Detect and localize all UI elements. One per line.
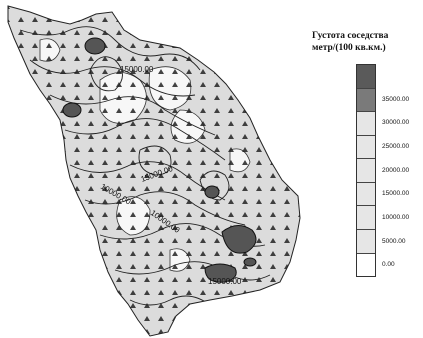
legend-swatch: [357, 159, 375, 183]
legend-label: 0.00: [382, 261, 395, 269]
legend-color-bar: [356, 64, 376, 277]
legend-swatch: [357, 112, 375, 136]
legend-swatch: [357, 182, 375, 207]
legend-label: 25000.00: [382, 142, 410, 150]
legend-swatch: [357, 206, 375, 230]
legend-title-line2: метр/(100 кв.км.): [312, 43, 386, 53]
legend-label: 35000.00: [382, 95, 410, 103]
contour-label: 15000.00: [120, 65, 154, 74]
contour-label: 15000.00: [208, 277, 242, 286]
legend-label: 15000.00: [382, 190, 410, 198]
high-density-hotspots: [62, 37, 257, 283]
legend-swatch: [357, 88, 375, 113]
legend-label: 30000.00: [382, 119, 410, 127]
legend-label: 20000.00: [382, 166, 410, 174]
legend-label: 10000.00: [382, 213, 410, 221]
legend-title-line1: Густота соседства: [312, 31, 389, 41]
legend-label: 5000.00: [382, 237, 406, 245]
legend-swatch: [357, 65, 375, 89]
legend-swatch: [357, 253, 375, 277]
legend-title: Густота соседства метр/(100 кв.км.): [312, 30, 388, 54]
legend-swatch: [357, 135, 375, 160]
legend-swatch: [357, 229, 375, 254]
